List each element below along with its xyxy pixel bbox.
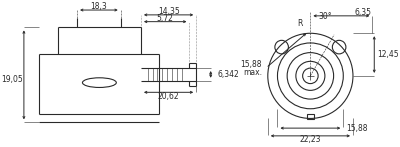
Text: R: R — [297, 19, 303, 28]
Text: 20,62: 20,62 — [158, 92, 180, 101]
Text: 15,88: 15,88 — [346, 124, 368, 133]
Text: 22,23: 22,23 — [300, 135, 321, 144]
Text: 5,72: 5,72 — [157, 14, 174, 23]
Text: 6,35: 6,35 — [354, 8, 371, 17]
Bar — [307, 114, 314, 119]
Text: 19,05: 19,05 — [1, 75, 23, 84]
Text: 15,88: 15,88 — [240, 60, 262, 69]
Text: 30°: 30° — [318, 12, 332, 21]
Text: 12,45: 12,45 — [377, 50, 399, 59]
Text: 18,3: 18,3 — [90, 2, 107, 11]
Text: max.: max. — [243, 69, 262, 77]
Text: 6,342: 6,342 — [217, 70, 239, 79]
Text: 14,35: 14,35 — [158, 7, 180, 16]
